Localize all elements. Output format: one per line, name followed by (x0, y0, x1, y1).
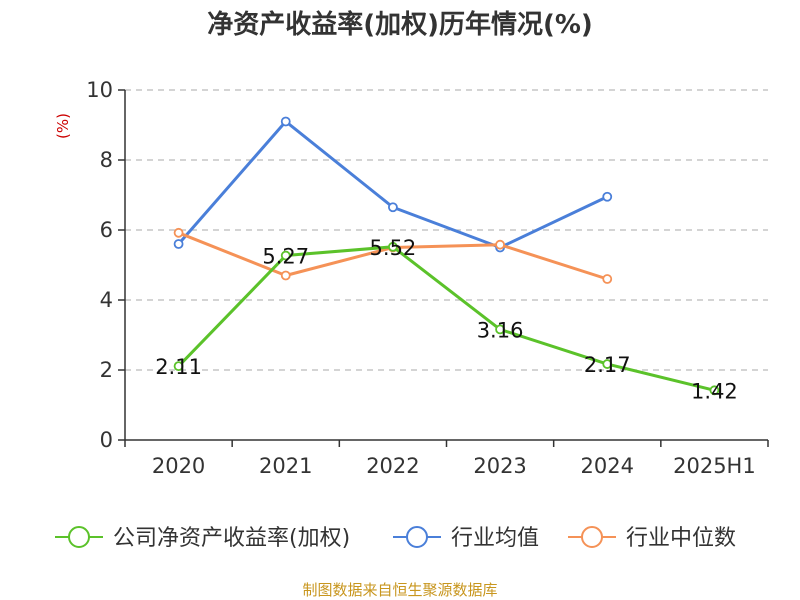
series-1-point-2022 (388, 202, 398, 213)
legend-marker-0 (68, 526, 90, 548)
chart-title: 净资产收益率(加权)历年情况(%) (207, 10, 593, 40)
data-label-2020: 2.11 (155, 355, 202, 379)
series-0-point-2021 (280, 250, 291, 261)
data-label-2023: 3.16 (477, 318, 524, 342)
series-0-point-2020 (173, 361, 184, 372)
data-label-2025H1: 1.42 (691, 379, 738, 403)
series-line-0 (177, 245, 715, 392)
x-tick-label-2022: 2022 (366, 454, 419, 478)
gridlines (125, 89, 768, 371)
series-lines (173, 116, 720, 396)
y-tick-label-4: 4 (100, 288, 113, 312)
series-2-point-2023 (495, 239, 505, 250)
legend-label-2: 行业中位数 (626, 526, 736, 551)
legend-marker-2 (581, 526, 603, 548)
y-tick-label-6: 6 (100, 218, 113, 242)
axes: 0 2 4 6 8 10 2020 2021 2022 2023 2024 2025H1 (86, 78, 769, 478)
source-note: 制图数据来自恒生聚源数据库 (302, 581, 498, 599)
series-0-point-2025H1 (709, 385, 720, 396)
x-tick-label-2023: 2023 (473, 454, 526, 478)
y-tick-label-8: 8 (100, 148, 113, 172)
legend-label-1: 行业均值 (451, 526, 539, 551)
data-labels: 2.11 5.27 5.52 3.16 2.17 1.42 (155, 236, 738, 403)
series-1-point-2021 (280, 116, 291, 127)
legend-marker-1 (406, 526, 428, 548)
series-line-1 (177, 120, 608, 249)
y-axis-unit-label: (%) (54, 113, 72, 139)
series-0-point-2024 (602, 359, 613, 369)
data-label-2024: 2.17 (584, 353, 631, 377)
y-tick-label-0: 0 (100, 428, 113, 452)
x-tick-label-2021: 2021 (259, 454, 312, 478)
series-0-point-2022 (388, 241, 398, 252)
y-tick-label-2: 2 (100, 358, 113, 382)
series-2-point-2024 (602, 274, 613, 284)
data-label-2022: 5.52 (370, 236, 417, 260)
x-tick-label-2024: 2024 (581, 454, 634, 478)
series-0-point-2023 (495, 324, 505, 335)
series-2-point-2021 (280, 270, 291, 281)
y-tick-label-10: 10 (86, 78, 113, 102)
series-1-point-2024 (602, 191, 613, 202)
series-2-point-2020 (173, 227, 184, 238)
series-1-point-2020 (173, 239, 184, 249)
legend: 公司净资产收益率(加权) 行业均值 行业中位数 (55, 526, 736, 551)
data-label-2021: 5.27 (262, 245, 309, 269)
x-tick-label-2020: 2020 (152, 454, 205, 478)
x-tick-label-2025H1: 2025H1 (673, 454, 756, 478)
legend-label-0: 公司净资产收益率(加权) (113, 526, 350, 551)
